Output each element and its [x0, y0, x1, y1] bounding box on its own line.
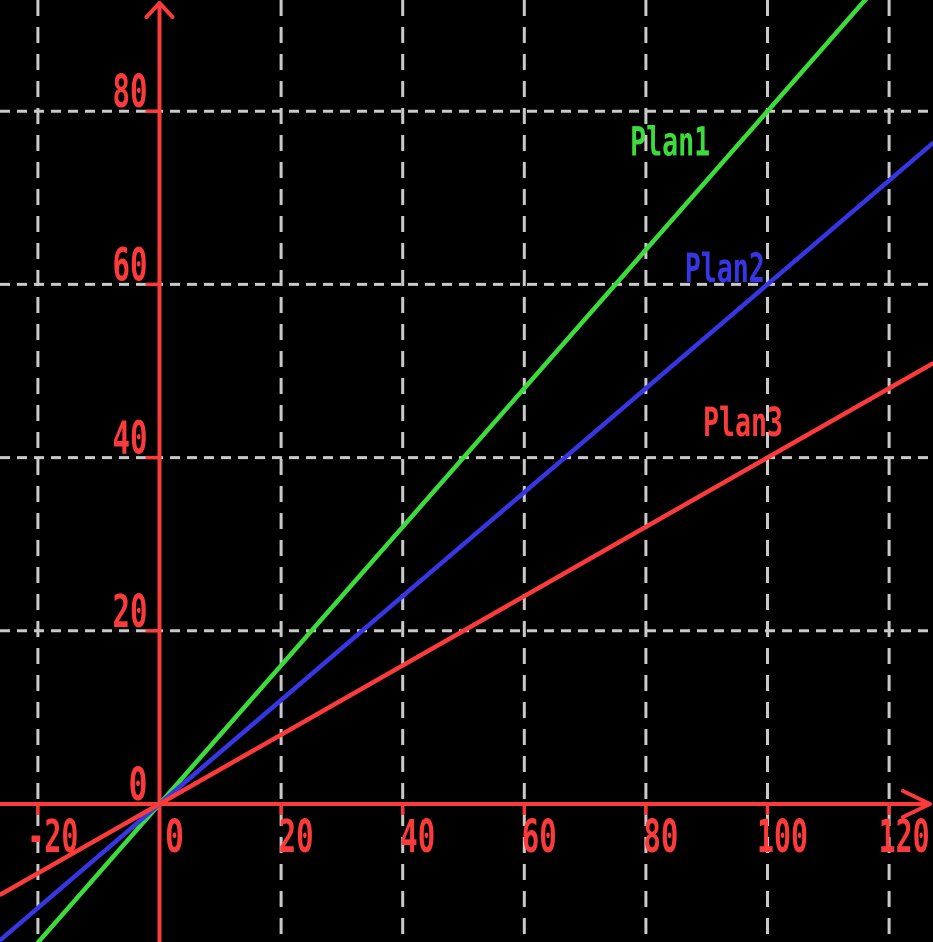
series-line-plan3 — [0, 361, 933, 898]
x-tick-label-0: 0 — [165, 810, 184, 863]
x-tick-label--20: -20 — [27, 810, 78, 863]
x-tick-label-120: 120 — [879, 810, 930, 863]
y-tick-label-40: 40 — [113, 412, 148, 465]
y-tick-label-80: 80 — [113, 65, 148, 118]
y-axis-arrow-icon — [144, 1, 175, 19]
series-label-plan2: Plan2 — [685, 246, 765, 292]
x-axis-arrow-icon — [901, 789, 932, 819]
series-label-plan1: Plan1 — [630, 119, 710, 165]
y-tick-label-0: 0 — [129, 758, 148, 811]
x-tick-label-60: 60 — [522, 810, 557, 863]
x-tick-label-40: 40 — [400, 810, 435, 863]
x-tick-label-20: 20 — [279, 810, 314, 863]
x-tick-label-80: 80 — [643, 810, 678, 863]
y-tick-label-20: 20 — [113, 585, 148, 638]
x-tick-label-100: 100 — [757, 810, 808, 863]
y-tick-label-60: 60 — [113, 238, 148, 291]
series-label-plan3: Plan3 — [703, 400, 783, 446]
